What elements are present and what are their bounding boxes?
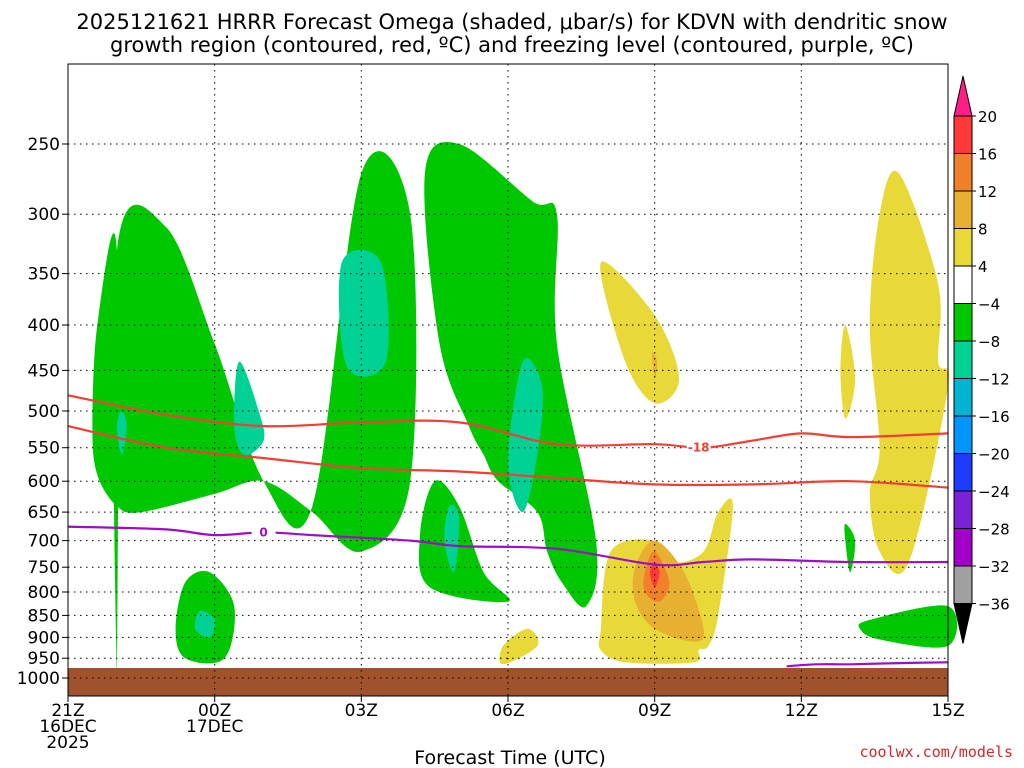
- freezing-level-label-background: [251, 525, 276, 540]
- dgz-label: -18: [688, 440, 710, 454]
- y-tick-label: 850: [28, 606, 60, 626]
- colorbar-label: 20: [978, 108, 997, 126]
- y-tick-label: 700: [28, 532, 60, 552]
- y-tick-label: 1000: [17, 669, 60, 689]
- colorbar-box: [953, 115, 973, 154]
- y-tick-label: 900: [28, 628, 60, 648]
- credit-link[interactable]: coolwx.com/models: [859, 743, 1013, 761]
- colorbar-box: [953, 153, 973, 192]
- plot-area: -18 0: [67, 63, 958, 697]
- contours: -18 0: [67, 394, 949, 668]
- omega-region-4: [840, 324, 856, 419]
- title-line-2: growth region (contoured, red, ºC) and f…: [110, 33, 914, 57]
- omega-region-16: [649, 564, 660, 588]
- freezing-level-label: 0: [259, 525, 267, 539]
- colorbar-top-triangle: [953, 75, 973, 117]
- colorbar: 20 16 12 8 4 −4 −8 −12 −16 −20 −24 −28 −32 −36: [953, 75, 1010, 644]
- omega-region-4: [499, 628, 539, 665]
- x-tick-label-line: 12Z: [785, 701, 818, 721]
- omega-region-8: [652, 352, 658, 380]
- y-tick-label: 550: [28, 439, 60, 459]
- x-axis-label: Forecast Time (UTC): [414, 747, 605, 768]
- omega-region-neg8: [844, 523, 856, 573]
- y-tick-label: 950: [28, 649, 60, 669]
- x-tick-label-line: 00Z: [198, 701, 231, 721]
- omega-region-neg12: [194, 610, 216, 638]
- omega-region-neg8: [92, 151, 417, 678]
- dgz-contour: [67, 425, 949, 489]
- omega-region-4: [600, 261, 680, 404]
- x-tick-label: 21Z 16DEC 2025: [39, 701, 96, 753]
- y-tick-label: 800: [28, 583, 60, 603]
- x-tick-label: 15Z: [931, 701, 964, 721]
- y-tick-label: 250: [28, 135, 60, 155]
- colorbar-label: −24: [978, 483, 1010, 501]
- colorbar-label: 16: [978, 146, 997, 164]
- omega-region-neg12: [234, 361, 265, 456]
- colorbar-box: [953, 340, 973, 379]
- y-axis: 2503003504004505005506006507007508008509…: [17, 135, 68, 689]
- y-tick-label: 450: [28, 361, 60, 381]
- colorbar-label: −16: [978, 408, 1010, 426]
- colorbar-label: 4: [978, 258, 988, 276]
- y-tick-label: 400: [28, 316, 60, 336]
- x-tick-label: 12Z: [785, 701, 818, 721]
- omega-region-neg12: [508, 358, 543, 513]
- x-tick-label-line: 06Z: [491, 701, 524, 721]
- colorbar-box: [953, 415, 973, 454]
- dgz-label-background: [686, 440, 711, 455]
- omega-region-neg8: [424, 141, 598, 608]
- colorbar-label: −4: [978, 296, 1000, 314]
- x-tick-label: 06Z: [491, 701, 524, 721]
- y-tick-label: 500: [28, 402, 60, 422]
- colorbar-label: −36: [978, 596, 1010, 614]
- freezing-level-contour: [786, 661, 949, 668]
- omega-shading: [92, 141, 958, 678]
- x-tick-label-line: 03Z: [345, 701, 378, 721]
- colorbar-label: −20: [978, 446, 1010, 464]
- omega-region-neg12: [116, 411, 127, 455]
- grid-lines: [68, 64, 948, 696]
- x-tick-label: 00Z 17DEC: [186, 701, 243, 737]
- colorbar-label: −32: [978, 558, 1010, 576]
- colorbar-box: [953, 265, 973, 304]
- x-tick-label-line: 16DEC: [39, 717, 96, 737]
- colorbar-box: [953, 190, 973, 229]
- omega-region-neg12: [338, 249, 389, 377]
- colorbar-box: [953, 490, 973, 529]
- y-tick-label: 650: [28, 503, 60, 523]
- x-tick-label: 09Z: [638, 701, 671, 721]
- y-tick-label: 300: [28, 205, 60, 225]
- x-tick-label-line: 17DEC: [186, 717, 243, 737]
- colorbar-box: [953, 453, 973, 492]
- freezing-level-contour: [67, 525, 949, 567]
- colorbar-label: 12: [978, 183, 997, 201]
- y-tick-label: 750: [28, 558, 60, 578]
- x-tick-label: 03Z: [345, 701, 378, 721]
- colorbar-bottom-triangle: [953, 603, 973, 644]
- colorbar-box: [953, 565, 973, 604]
- omega-region-4: [869, 170, 950, 574]
- colorbar-box: [953, 303, 973, 342]
- y-tick-label: 600: [28, 472, 60, 492]
- x-axis: 21Z 16DEC 2025 00Z 17DEC 03Z 06Z 09Z 12Z 15Z: [39, 696, 965, 753]
- omega-region-neg12: [444, 504, 460, 573]
- dgz-contour: [67, 394, 949, 449]
- x-tick-label-line: 2025: [46, 733, 89, 753]
- colorbar-label: −8: [978, 333, 1000, 351]
- colorbar-label: −12: [978, 371, 1010, 389]
- omega-region-neg8: [418, 480, 510, 603]
- colorbar-box: [953, 228, 973, 267]
- x-tick-label-line: 09Z: [638, 701, 671, 721]
- colorbar-box: [953, 378, 973, 417]
- title-line-1: 2025121621 HRRR Forecast Omega (shaded, …: [76, 10, 947, 34]
- colorbar-label: −28: [978, 521, 1010, 539]
- colorbar-box: [953, 528, 973, 567]
- x-tick-label-line: 15Z: [931, 701, 964, 721]
- x-tick-label-line: 21Z: [51, 701, 84, 721]
- y-tick-label: 350: [28, 265, 60, 285]
- colorbar-label: 8: [978, 221, 988, 239]
